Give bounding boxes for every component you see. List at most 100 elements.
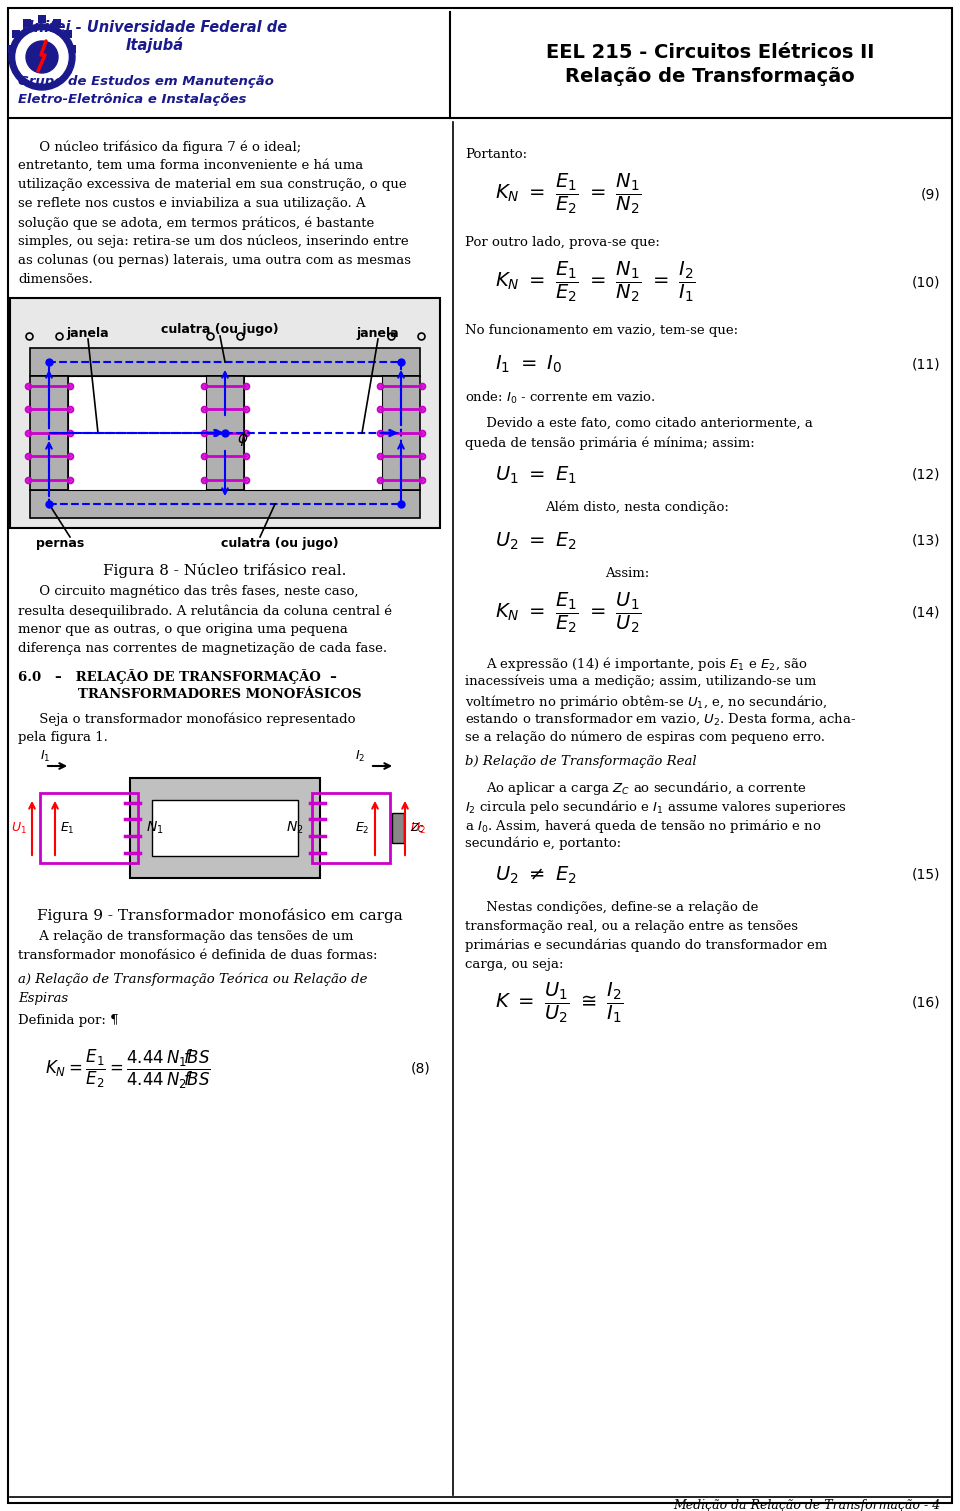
Bar xyxy=(312,793,390,863)
Bar xyxy=(23,71,31,79)
Text: (10): (10) xyxy=(911,275,940,289)
Text: Eletro-Eletrônica e Instalações: Eletro-Eletrônica e Instalações xyxy=(18,94,247,106)
Text: $I_1\ =\ I_0$: $I_1\ =\ I_0$ xyxy=(495,354,563,375)
Text: 6.0   –   RELAÇÃO DE TRANSFORMAÇÃO  –: 6.0 – RELAÇÃO DE TRANSFORMAÇÃO – xyxy=(18,669,337,684)
Text: menor que as outras, o que origina uma pequena: menor que as outras, o que origina uma p… xyxy=(18,623,348,636)
Text: estando o transformador em vazio, $U_2$. Desta forma, acha-: estando o transformador em vazio, $U_2$.… xyxy=(465,712,856,727)
Text: janela: janela xyxy=(357,326,399,340)
Text: (15): (15) xyxy=(911,867,940,882)
Text: resulta desequilibrado. A relutância da coluna central é: resulta desequilibrado. A relutância da … xyxy=(18,604,392,618)
Text: $E_2$: $E_2$ xyxy=(355,820,370,836)
Text: $U_2$: $U_2$ xyxy=(410,820,425,836)
Text: Figura 8 - Núcleo trifásico real.: Figura 8 - Núcleo trifásico real. xyxy=(104,564,347,579)
Text: $N_2$: $N_2$ xyxy=(286,820,303,836)
Text: Figura 9 - Transformador monofásico em carga: Figura 9 - Transformador monofásico em c… xyxy=(37,908,403,923)
Bar xyxy=(206,376,244,490)
Bar xyxy=(53,71,61,79)
Bar xyxy=(10,298,440,527)
Text: $U_1\ =\ E_1$: $U_1\ =\ E_1$ xyxy=(495,464,577,485)
Text: O circuito magnético das três fases, neste caso,: O circuito magnético das três fases, nes… xyxy=(18,585,358,598)
Text: queda de tensão primária é mínima; assim:: queda de tensão primária é mínima; assim… xyxy=(465,437,755,449)
Text: $K_N\ =\ \dfrac{E_1}{E_2}\ =\ \dfrac{N_1}{N_2}\ =\ \dfrac{I_2}{I_1}$: $K_N\ =\ \dfrac{E_1}{E_2}\ =\ \dfrac{N_1… xyxy=(495,260,696,304)
Text: No funcionamento em vazio, tem-se que:: No funcionamento em vazio, tem-se que: xyxy=(465,323,738,337)
Text: as colunas (ou pernas) laterais, uma outra com as mesmas: as colunas (ou pernas) laterais, uma out… xyxy=(18,254,411,267)
Bar xyxy=(68,45,76,53)
Bar xyxy=(8,45,16,53)
Text: b) Relação de Transformação Real: b) Relação de Transformação Real xyxy=(465,756,697,768)
Text: (16): (16) xyxy=(911,996,940,1009)
Circle shape xyxy=(9,24,75,91)
Text: $K_N\ =\ \dfrac{E_1}{E_2}\ =\ \dfrac{N_1}{N_2}$: $K_N\ =\ \dfrac{E_1}{E_2}\ =\ \dfrac{N_1… xyxy=(495,172,641,216)
Text: Assim:: Assim: xyxy=(605,567,649,580)
Text: culatra (ou jugo): culatra (ou jugo) xyxy=(221,536,339,550)
Text: a $I_0$. Assim, haverá queda de tensão no primário e no: a $I_0$. Assim, haverá queda de tensão n… xyxy=(465,817,822,836)
Bar xyxy=(40,793,138,863)
Text: transformador monofásico é definida de duas formas:: transformador monofásico é definida de d… xyxy=(18,949,377,963)
Text: Unifei - Universidade Federal de: Unifei - Universidade Federal de xyxy=(22,20,288,35)
Text: O núcleo trifásico da figura 7 é o ideal;: O núcleo trifásico da figura 7 é o ideal… xyxy=(18,141,301,154)
Bar xyxy=(392,813,404,843)
Text: utilização excessiva de material em sua construção, o que: utilização excessiva de material em sua … xyxy=(18,178,407,190)
Text: (9): (9) xyxy=(921,187,940,201)
Text: se a relação do número de espiras com pequeno erro.: se a relação do número de espiras com pe… xyxy=(465,731,825,745)
Text: (14): (14) xyxy=(911,606,940,620)
Text: janela: janela xyxy=(66,326,109,340)
Text: A expressão (14) é importante, pois $E_1$ e $E_2$, são: A expressão (14) é importante, pois $E_1… xyxy=(465,654,807,672)
Bar xyxy=(382,376,420,490)
Text: onde: $I_0$ - corrente em vazio.: onde: $I_0$ - corrente em vazio. xyxy=(465,390,656,406)
Text: $K_N = \dfrac{E_1}{E_2} = \dfrac{4.44\,N_1\!f\!BS}{4.44\,N_2\!f\!BS}$: $K_N = \dfrac{E_1}{E_2} = \dfrac{4.44\,N… xyxy=(45,1047,211,1091)
Text: Nestas condições, define-se a relação de: Nestas condições, define-se a relação de xyxy=(465,901,758,914)
Text: $K_N\ =\ \dfrac{E_1}{E_2}\ =\ \dfrac{U_1}{U_2}$: $K_N\ =\ \dfrac{E_1}{E_2}\ =\ \dfrac{U_1… xyxy=(495,591,641,635)
Bar xyxy=(23,20,31,27)
Bar xyxy=(152,799,298,857)
Text: dimensões.: dimensões. xyxy=(18,273,93,286)
Bar xyxy=(64,60,72,68)
Text: Seja o transformador monofásico representado: Seja o transformador monofásico represen… xyxy=(18,712,355,725)
Text: Medição da Relação de Transformação - 4: Medição da Relação de Transformação - 4 xyxy=(673,1499,940,1511)
Text: $N_1$: $N_1$ xyxy=(146,820,164,836)
Text: Por outro lado, prova-se que:: Por outro lado, prova-se que: xyxy=(465,236,660,249)
Text: EEL 215 - Circuitos Elétricos II: EEL 215 - Circuitos Elétricos II xyxy=(546,42,875,62)
Text: Definida por: ¶: Definida por: ¶ xyxy=(18,1014,119,1027)
Text: $K\ =\ \dfrac{U_1}{U_2}\ \cong\ \dfrac{I_2}{I_1}$: $K\ =\ \dfrac{U_1}{U_2}\ \cong\ \dfrac{I… xyxy=(495,981,624,1026)
Text: $I_2$ circula pelo secundário e $I_1$ assume valores superiores: $I_2$ circula pelo secundário e $I_1$ as… xyxy=(465,798,847,816)
Text: primárias e secundárias quando do transformador em: primárias e secundárias quando do transf… xyxy=(465,938,828,952)
Text: Grupo de Estudos em Manutenção: Grupo de Estudos em Manutenção xyxy=(18,76,274,89)
Text: (8): (8) xyxy=(410,1062,430,1076)
Text: secundário e, portanto:: secundário e, portanto: xyxy=(465,836,621,849)
Text: diferença nas correntes de magnetização de cada fase.: diferença nas correntes de magnetização … xyxy=(18,642,387,654)
Text: culatra (ou jugo): culatra (ou jugo) xyxy=(161,323,278,337)
Text: Portanto:: Portanto: xyxy=(465,148,527,162)
Text: (12): (12) xyxy=(911,468,940,482)
Bar xyxy=(53,20,61,27)
Circle shape xyxy=(26,41,58,73)
Text: Ao aplicar a carga $Z_C$ ao secundário, a corrente: Ao aplicar a carga $Z_C$ ao secundário, … xyxy=(465,780,806,796)
Text: carga, ou seja:: carga, ou seja: xyxy=(465,958,564,972)
Bar xyxy=(30,376,68,490)
Circle shape xyxy=(16,32,68,83)
Text: Além disto, nesta condição:: Além disto, nesta condição: xyxy=(545,502,729,515)
Text: Espiras: Espiras xyxy=(18,993,68,1005)
Text: pernas: pernas xyxy=(36,536,84,550)
Bar xyxy=(30,348,420,376)
Bar xyxy=(30,490,420,518)
Text: voltímetro no primário obtêm-se $U_1$, e, no secundário,: voltímetro no primário obtêm-se $U_1$, e… xyxy=(465,694,828,712)
Text: Devido a este fato, como citado anteriormente, a: Devido a este fato, como citado anterior… xyxy=(465,417,813,431)
Text: inacessíveis uma a medição; assim, utilizando-se um: inacessíveis uma a medição; assim, utili… xyxy=(465,674,816,688)
Bar xyxy=(38,15,46,23)
Bar xyxy=(49,363,401,505)
Bar xyxy=(12,30,20,38)
Text: se reflete nos custos e inviabiliza a sua utilização. A: se reflete nos custos e inviabiliza a su… xyxy=(18,196,366,210)
Text: Itajubá: Itajubá xyxy=(126,36,184,53)
Text: (11): (11) xyxy=(911,357,940,372)
Text: A relação de transformação das tensões de um: A relação de transformação das tensões d… xyxy=(18,929,353,943)
Text: $U_2\ \neq\ E_2$: $U_2\ \neq\ E_2$ xyxy=(495,864,577,885)
Text: (13): (13) xyxy=(911,533,940,548)
Text: pela figura 1.: pela figura 1. xyxy=(18,731,108,743)
Bar xyxy=(130,778,320,878)
Bar xyxy=(12,60,20,68)
Text: a) Relação de Transformação Teórica ou Relação de: a) Relação de Transformação Teórica ou R… xyxy=(18,973,368,987)
Bar xyxy=(64,30,72,38)
Text: $U_1$: $U_1$ xyxy=(12,820,27,836)
Text: solução que se adota, em termos práticos, é bastante: solução que se adota, em termos práticos… xyxy=(18,216,374,230)
